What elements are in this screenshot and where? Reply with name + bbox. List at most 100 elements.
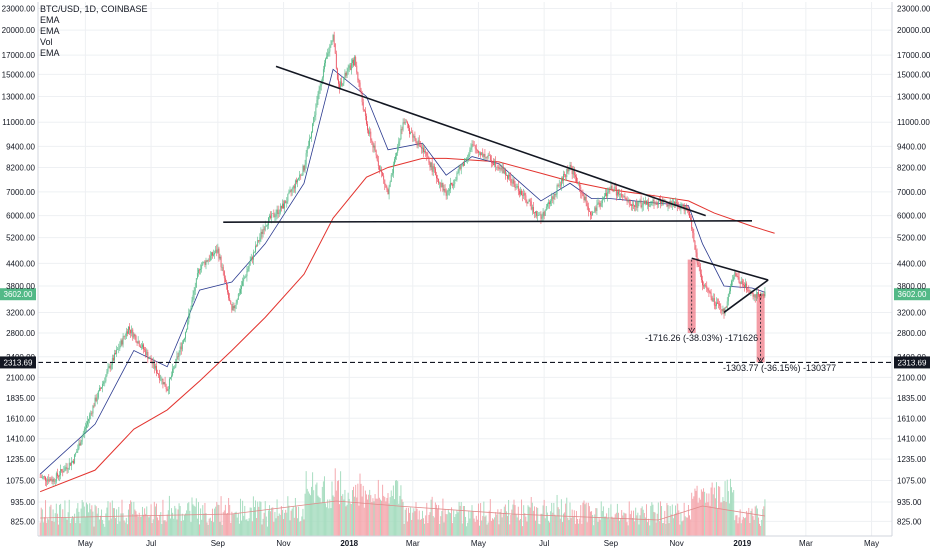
candle-body xyxy=(596,204,598,211)
candle-body xyxy=(615,187,617,196)
volume-bar xyxy=(340,471,342,536)
volume-bar xyxy=(430,499,432,536)
candle-body xyxy=(511,182,513,184)
candle-body xyxy=(336,68,338,80)
candle-body xyxy=(488,154,490,156)
volume-bar xyxy=(303,519,305,536)
candle-body xyxy=(590,211,591,215)
volume-bar xyxy=(738,517,740,536)
candle-body xyxy=(630,204,632,206)
volume-bar xyxy=(471,505,473,536)
candle-body xyxy=(259,237,261,242)
candle-body xyxy=(467,157,469,159)
volume-bar xyxy=(760,525,762,536)
candle-body xyxy=(432,166,434,172)
volume-bar xyxy=(110,518,112,536)
volume-bar xyxy=(563,513,565,536)
candle-body xyxy=(651,200,653,204)
volume-bar xyxy=(211,508,213,536)
volume-bar xyxy=(525,516,527,536)
volume-bar xyxy=(446,514,448,536)
candle-body xyxy=(710,292,712,298)
volume-bar xyxy=(218,505,220,536)
volume-bar xyxy=(582,502,584,536)
candle-body xyxy=(412,132,414,138)
candle-body xyxy=(257,240,259,247)
candle-body xyxy=(302,165,304,176)
volume-bar xyxy=(573,510,575,536)
volume-bar xyxy=(442,498,444,536)
volume-bar xyxy=(445,514,447,536)
candle-body xyxy=(202,262,204,266)
x-tick-label: Sep xyxy=(604,539,619,548)
candle-body xyxy=(454,180,456,184)
candle-body xyxy=(92,405,94,414)
candle-body xyxy=(539,214,541,216)
volume-bar xyxy=(71,516,73,536)
candle-body xyxy=(624,196,626,198)
y-tick-label-right: 3800.00 xyxy=(897,282,926,291)
candle-body xyxy=(752,293,754,297)
volume-bar xyxy=(739,509,741,536)
volume-bar xyxy=(127,509,129,536)
volume-bar xyxy=(169,518,171,536)
legend-vol[interactable]: Vol xyxy=(40,37,53,47)
volume-bar xyxy=(568,520,570,536)
volume-bar xyxy=(635,507,637,536)
candle-body xyxy=(354,56,356,66)
candle-body xyxy=(229,298,231,302)
volume-bar xyxy=(55,503,57,536)
candle-body xyxy=(367,123,368,131)
volume-bar xyxy=(731,487,733,536)
volume-bar xyxy=(357,483,359,536)
candle-body xyxy=(452,184,454,186)
volume-bar xyxy=(388,503,390,536)
volume-bar xyxy=(528,506,530,536)
volume-bar xyxy=(83,506,85,536)
candle-body xyxy=(377,160,379,166)
volume-bar xyxy=(274,511,276,536)
candle-body xyxy=(150,357,152,362)
candle-body xyxy=(737,276,739,278)
candle-body xyxy=(705,285,707,287)
volume-bar xyxy=(409,512,411,536)
volume-bar xyxy=(550,511,552,536)
volume-bar xyxy=(273,521,275,536)
y-tick-label-left: 935.00 xyxy=(11,498,36,507)
candle-body xyxy=(153,361,155,369)
candle-body xyxy=(312,123,314,133)
volume-bar xyxy=(376,498,378,536)
measure-label-2: -1303.77 (-36.15%) -130377 xyxy=(723,363,836,373)
symbol-title[interactable]: BTC/USD, 1D, COINBASE xyxy=(40,4,148,14)
volume-bar xyxy=(54,513,56,536)
volume-bar xyxy=(291,508,293,536)
volume-bar xyxy=(619,520,621,536)
volume-bar xyxy=(554,514,556,536)
measure-label-1: -1716.26 (-38.03%) -171626 xyxy=(645,333,758,343)
volume-bar xyxy=(112,508,114,536)
candle-body xyxy=(758,292,759,295)
volume-bar xyxy=(727,491,729,536)
candle-body xyxy=(448,189,450,191)
y-tick-label-left: 15000.00 xyxy=(2,70,36,79)
candle-body xyxy=(130,329,132,334)
volume-bar xyxy=(589,511,591,536)
volume-bar xyxy=(373,501,375,536)
candle-body xyxy=(702,280,703,286)
candle-body xyxy=(366,115,367,124)
legend-ema-2[interactable]: EMA xyxy=(40,26,60,36)
candle-body xyxy=(126,331,128,334)
volume-bar xyxy=(533,506,535,536)
candle-body xyxy=(493,163,494,166)
legend-ema-3[interactable]: EMA xyxy=(40,48,60,58)
candle-body xyxy=(591,214,592,216)
volume-bar xyxy=(194,506,196,536)
legend-ema-1[interactable]: EMA xyxy=(40,15,60,25)
volume-bar xyxy=(224,504,226,536)
volume-bar xyxy=(759,523,761,536)
volume-bar xyxy=(711,482,713,536)
candle-body xyxy=(662,200,664,203)
volume-bar xyxy=(404,509,406,536)
volume-bar xyxy=(697,502,699,536)
